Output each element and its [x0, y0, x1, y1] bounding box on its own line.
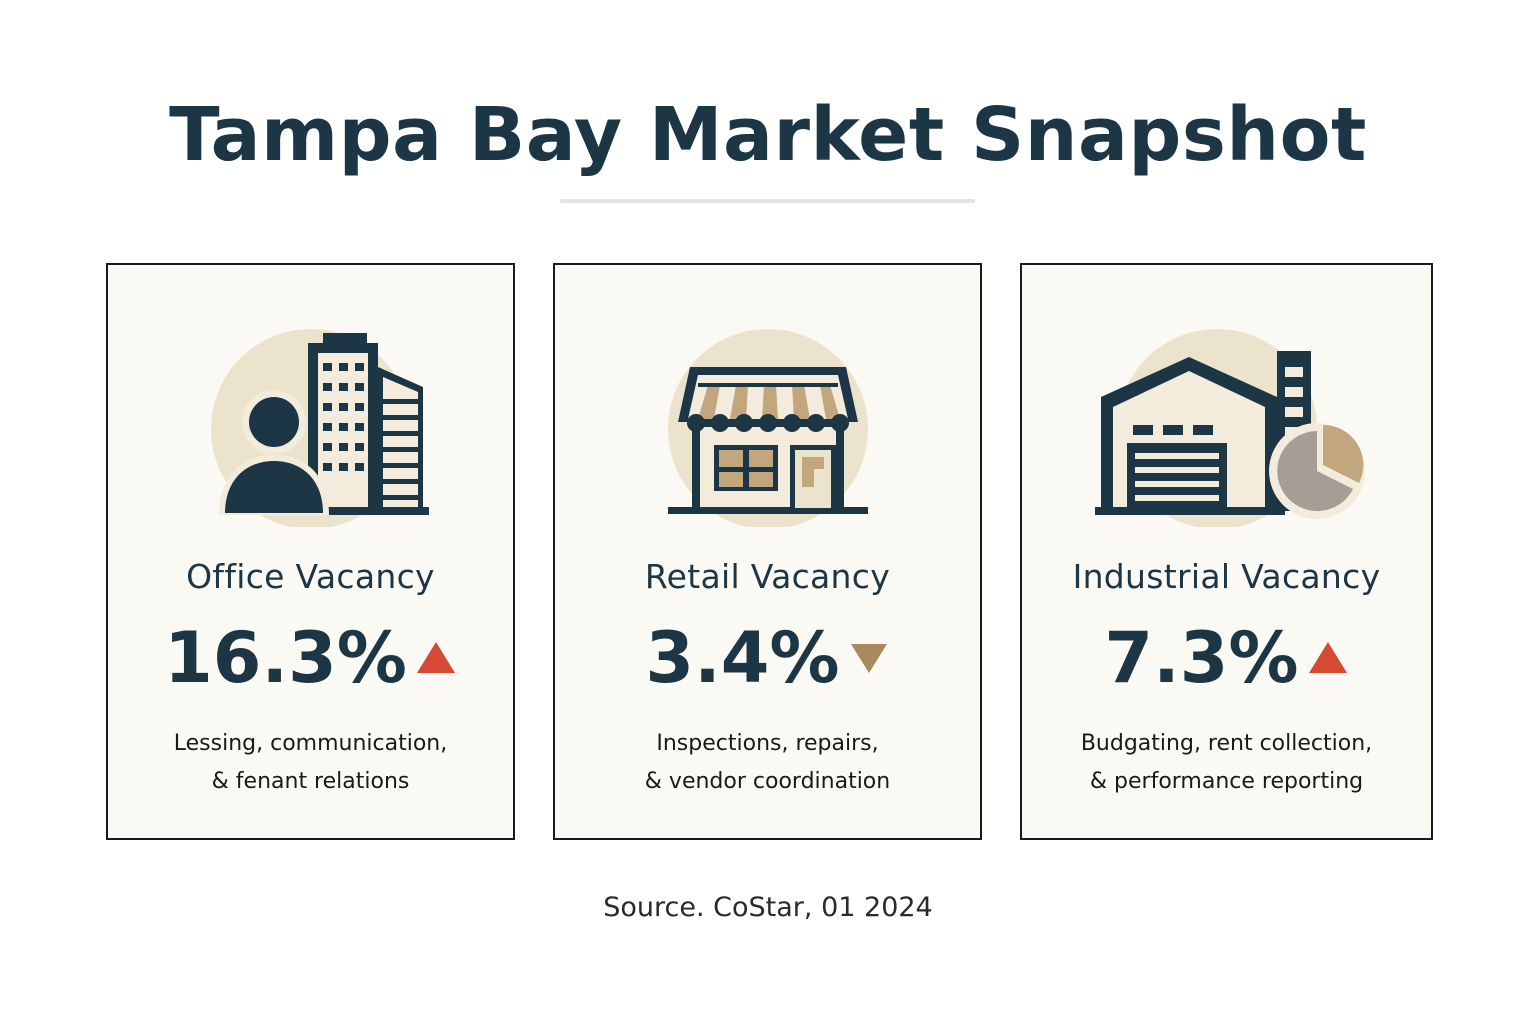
- retail-vacancy-label: Retail Vacancy: [644, 557, 891, 596]
- storefront-icon: [667, 329, 868, 527]
- description-line: & vendor coordination: [644, 769, 891, 794]
- description-line: & fenant relations: [211, 769, 410, 794]
- description-line: Inspections, repairs,: [656, 731, 879, 756]
- page-title: Tampa Bay Market Snapshot: [169, 92, 1367, 178]
- warehouse-pie-chart-icon: [1094, 329, 1365, 527]
- office-building-person-icon: [210, 329, 429, 527]
- description-line: Budgating, rent collection,: [1080, 731, 1373, 756]
- industrial-vacancy-metric: 7.3%: [1022, 617, 1431, 699]
- office-vacancy-value: 16.3%: [164, 617, 407, 699]
- retail-vacancy-metric: 3.4%: [555, 617, 980, 699]
- office-vacancy-metric: 16.3%: [108, 617, 513, 699]
- trend-up-icon: [1308, 642, 1347, 673]
- industrial-vacancy-label: Industrial Vacancy: [1072, 557, 1381, 596]
- retail-vacancy-description: Inspections, repairs, & vendor coordinat…: [555, 725, 980, 801]
- office-vacancy-description: Lessing, communication, & fenant relatio…: [108, 725, 513, 801]
- industrial-vacancy-value: 7.3%: [1104, 617, 1299, 699]
- industrial-vacancy-card: Industrial Vacancy 7.3% Budgating, rent …: [1020, 263, 1433, 840]
- retail-vacancy-card: Retail Vacancy 3.4% Inspections, repairs…: [553, 263, 982, 840]
- office-vacancy-card: Office Vacancy 16.3% Lessing, communicat…: [106, 263, 515, 840]
- trend-down-icon: [850, 644, 887, 673]
- description-line: & performance reporting: [1089, 769, 1364, 794]
- retail-vacancy-value: 3.4%: [645, 617, 840, 699]
- source-note: Source. CoStar, 01 2024: [603, 892, 933, 923]
- description-line: Lessing, communication,: [173, 731, 448, 756]
- industrial-vacancy-description: Budgating, rent collection, & performanc…: [1022, 725, 1431, 801]
- title-divider: [560, 199, 975, 203]
- trend-up-icon: [416, 642, 455, 673]
- office-vacancy-label: Office Vacancy: [186, 557, 435, 596]
